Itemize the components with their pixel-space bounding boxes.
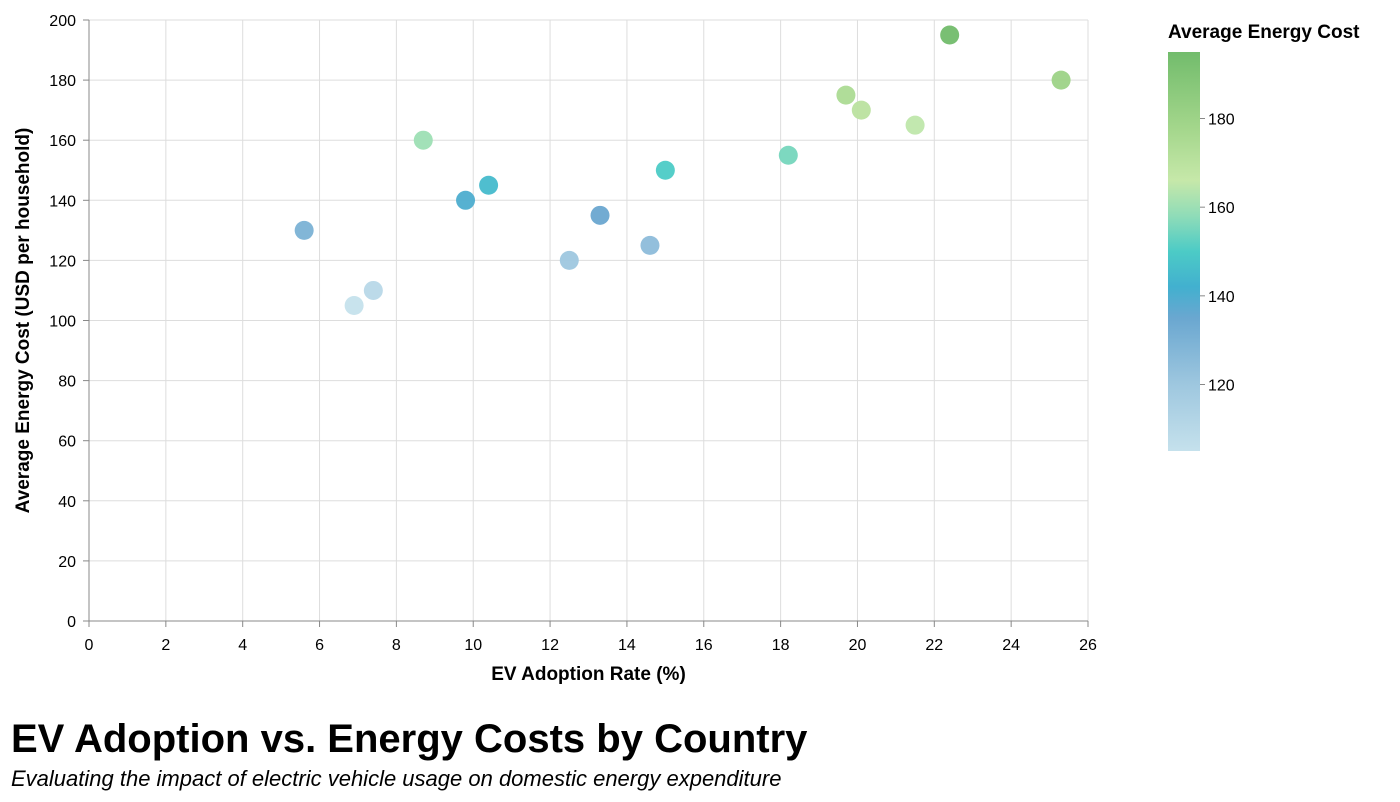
chart-title: EV Adoption vs. Energy Costs by Country (11, 717, 808, 761)
y-axis-title: Average Energy Cost (USD per household) (13, 128, 34, 514)
grid-lines (88, 19, 1089, 622)
y-tick-label: 200 (49, 13, 76, 30)
y-tick-label: 120 (49, 253, 76, 270)
y-tick-label: 20 (58, 554, 76, 571)
x-tick-label: 12 (541, 637, 559, 654)
legend-color-bar (1168, 52, 1200, 451)
data-point (1051, 70, 1071, 90)
legend-ticks: 120 140 160 180 (1200, 112, 1235, 395)
data-point (655, 160, 675, 180)
x-tick-label: 26 (1079, 637, 1097, 654)
data-point (413, 130, 433, 150)
data-point (851, 100, 871, 120)
data-point (590, 205, 610, 225)
axes: 0 2 4 6 8 10 12 14 16 18 20 22 24 2602040608010012014… (49, 13, 1097, 654)
y-tick-label: 180 (49, 73, 76, 90)
x-tick-label: 6 (315, 637, 324, 654)
x-tick-label: 8 (392, 637, 401, 654)
x-tick-label: 4 (238, 637, 247, 654)
x-tick-label: 14 (618, 637, 636, 654)
data-point (905, 115, 925, 135)
scatter-chart: 0 2 4 6 8 10 12 14 16 18 20 22 24 2602040608010012014… (13, 13, 1360, 685)
data-point (559, 250, 579, 270)
legend-tick-label: 120 (1208, 378, 1235, 395)
data-point (294, 220, 314, 240)
legend-tick-label: 140 (1208, 289, 1235, 306)
color-legend: Average Energy Cost 120 140 160 180 (1168, 22, 1360, 451)
x-tick-label: 2 (161, 637, 170, 654)
x-tick-label: 10 (464, 637, 482, 654)
x-axis-title: EV Adoption Rate (%) (491, 664, 686, 685)
data-point (479, 175, 499, 195)
legend-tick-label: 160 (1208, 200, 1235, 217)
x-tick-label: 24 (1002, 637, 1020, 654)
chart-subtitle: Evaluating the impact of electric vehicl… (11, 766, 782, 791)
data-points (294, 25, 1071, 315)
y-tick-label: 0 (67, 614, 76, 631)
data-point (363, 280, 383, 300)
legend-tick-label: 180 (1208, 112, 1235, 129)
x-tick-label: 18 (772, 637, 790, 654)
data-point (344, 295, 364, 315)
data-point (456, 190, 476, 210)
data-point (640, 235, 660, 255)
y-tick-label: 100 (49, 314, 76, 331)
data-point (940, 25, 960, 45)
x-tick-label: 0 (85, 637, 94, 654)
y-tick-label: 160 (49, 133, 76, 150)
x-tick-label: 16 (695, 637, 713, 654)
y-tick-label: 40 (58, 494, 76, 511)
x-tick-label: 20 (849, 637, 867, 654)
y-tick-label: 80 (58, 374, 76, 391)
y-tick-label: 140 (49, 193, 76, 210)
legend-title: Average Energy Cost (1168, 22, 1360, 43)
y-tick-label: 60 (58, 434, 76, 451)
x-tick-label: 22 (925, 637, 943, 654)
data-point (836, 85, 856, 105)
data-point (778, 145, 798, 165)
